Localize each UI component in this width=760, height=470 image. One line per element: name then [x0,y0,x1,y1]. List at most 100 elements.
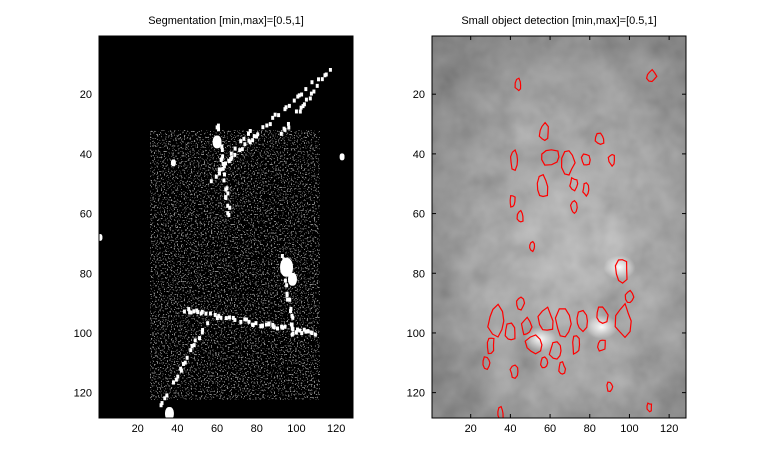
segmentation-blob [280,258,293,277]
segmentation-edge-pixel [232,316,235,320]
segmentation-edge-pixel [175,378,178,382]
segmentation-edge-pixel [295,330,298,334]
detection-contour [560,150,576,176]
segmentation-edge-pixel [309,96,312,100]
y-tick-label: 120 [407,388,425,400]
segmentation-axes-box [98,35,354,419]
segmentation-edge-pixel [228,206,231,210]
segmentation-edge-pixel [209,312,212,316]
segmentation-edge-pixel [204,312,207,316]
segmentation-edge-pixel [273,325,276,329]
segmentation-edge-pixel [314,333,317,337]
segmentation-edge-pixel [217,124,220,128]
segmentation-edge-pixel [201,331,204,335]
segmentation-edge-pixel [305,98,308,102]
segmentation-edge-pixel [194,338,197,342]
detection-texture [432,36,686,418]
detection-contour [596,306,609,324]
y-tick-label: 80 [80,268,92,280]
segmentation-edge-pixel [251,138,254,142]
segmentation-edge-pixel [303,102,306,106]
segmentation-edge-pixel [321,77,324,81]
segmentation-edge-pixel [310,331,313,335]
segmentation-edge-pixel [272,325,275,329]
segmentation-edge-pixel [261,324,264,328]
segmentation-edge-pixel [160,403,163,407]
y-tick-label: 20 [413,89,425,101]
segmentation-edge-pixel [217,314,220,318]
segmentation-edge-pixel [299,110,302,114]
detection-contour [582,182,590,198]
segmentation-edge-pixel [217,127,220,131]
segmentation-edge-pixel [227,213,230,217]
segmentation-edge-pixel [286,292,289,296]
segmentation-edge-pixel [224,196,227,200]
segmentation-edge-pixel [214,313,217,317]
segmentation-edge-pixel [311,331,314,335]
segmentation-edge-pixel [276,327,279,331]
segmentation-edge-pixel [180,369,183,373]
y-tick-label: 20 [80,89,92,101]
segmentation-edge-pixel [206,321,209,325]
segmentation-edge-pixel [291,326,294,330]
segmentation-edge-pixel [287,126,290,130]
bright-spot [585,314,618,339]
detection-contour [645,68,658,83]
x-tick-label: 120 [660,423,678,435]
segmentation-edge-pixel [312,90,315,94]
detection-contour [537,306,554,331]
x-tick-label: 60 [544,423,556,435]
segmentation-edge-pixel [221,154,224,158]
segmentation-edge-pixel [234,147,237,151]
segmentation-edge-pixel [286,298,289,302]
segmentation-edge-pixel [226,204,229,208]
segmentation-edge-pixel [291,314,294,318]
segmentation-edge-pixel [216,316,219,320]
segmentation-edge-pixel [239,320,242,324]
segmentation-edge-pixel [302,104,305,108]
segmentation-edge-pixel [291,333,294,337]
segmentation-edge-pixel [281,326,284,330]
x-tick-label: 20 [132,423,144,435]
segmentation-edge-pixel [220,158,223,162]
segmentation-edge-pixel [316,84,319,88]
segmentation-edge-pixel [222,162,225,166]
x-tick-label: 100 [287,423,305,435]
segmentation-edge-pixel [163,396,166,400]
segmentation-edge-pixel [296,327,299,331]
segmentation-edge-pixel [249,129,252,133]
segmentation-edge-pixel [225,186,228,190]
detection-contour [614,302,632,339]
segmentation-edge-pixel [283,127,286,131]
detection-contour [572,335,581,355]
detection-contour [624,289,635,304]
segmentation-edge-pixel [243,317,246,321]
detection-contour [520,316,533,336]
segmentation-edge-pixel [188,310,191,314]
segmentation-edge-pixel [239,139,242,143]
segmentation-edge-pixel [245,318,248,322]
segmentation-edge-pixel [254,321,257,325]
segmentation-edge-pixel [265,323,268,327]
detection-contour [514,77,522,92]
segmentation-foreground [150,130,320,400]
segmentation-edge-pixel [296,95,299,99]
detection-contour [646,402,653,413]
segmentation-image [99,36,353,418]
detection-contour [607,153,616,168]
y-tick-label: 100 [74,328,92,340]
y-tick-label: 80 [413,268,425,280]
segmentation-edge-pixel [304,330,307,334]
detection-contour [539,356,549,369]
x-tick-label: 80 [251,423,263,435]
x-tick-label: 60 [211,423,223,435]
segmentation-edge-pixel [192,309,195,313]
detection-contour [516,209,524,223]
segmentation-edge-pixel [201,310,204,314]
detection-contour [554,308,572,338]
segmentation-edge-pixel [219,316,222,320]
segmentation-blob [213,135,222,148]
detection-contour [548,341,562,360]
x-tick-label: 120 [327,423,345,435]
x-tick-label: 40 [504,423,516,435]
